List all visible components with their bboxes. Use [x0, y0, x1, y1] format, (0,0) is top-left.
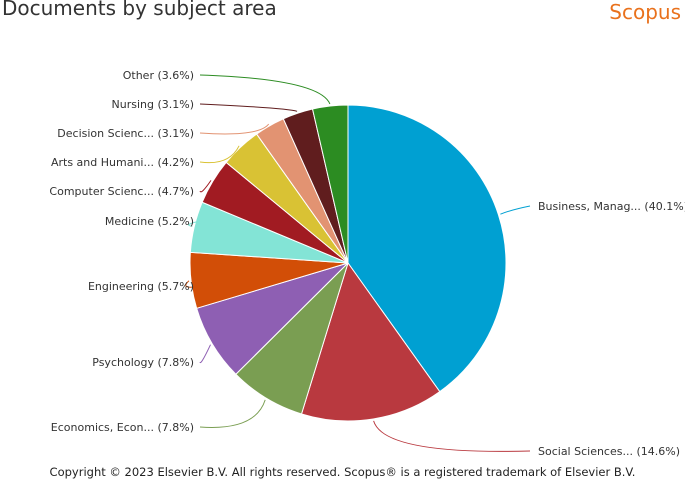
slice-label-business-manag: Business, Manag... (40.1%) [538, 200, 685, 213]
copyright-footer: Copyright © 2023 Elsevier B.V. All right… [49, 465, 636, 479]
scopus-logo[interactable]: Scopus [609, 0, 681, 24]
slice-label-decision-scienc: Decision Scienc... (3.1%) [57, 127, 194, 140]
leader-line-nursing [199, 103, 298, 112]
leader-line-social-sciences [373, 420, 531, 452]
pie-slice-other[interactable] [311, 104, 349, 264]
slice-label-psychology: Psychology (7.8%) [92, 356, 194, 369]
pie-slices [189, 104, 507, 422]
leader-line-other [199, 74, 331, 105]
slice-label-nursing: Nursing (3.1%) [112, 98, 195, 111]
pie-chart: Business, Manag... (40.1%) Social Science… [49, 69, 685, 458]
leader-line-engineering [185, 280, 201, 288]
slice-label-other: Other (3.6%) [123, 69, 194, 82]
slice-label-computer-scienc: Computer Scienc... (4.7%) [49, 185, 194, 198]
leader-line-economics-econ [199, 399, 266, 428]
chart-title: Documents by subject area [2, 0, 277, 20]
leader-line-medicine [188, 220, 201, 227]
leader-line-computer-scienc [199, 180, 212, 193]
slice-label-social-sciences: Social Sciences... (14.6%) [538, 445, 680, 458]
slice-label-economics-econ: Economics, Econ... (7.8%) [51, 421, 194, 434]
leader-line-psychology [199, 344, 211, 364]
slice-label-medicine: Medicine (5.2%) [105, 215, 194, 228]
pie-labels: Business, Manag... (40.1%) Social Science… [49, 69, 685, 458]
pie-slice-business-manag[interactable] [347, 104, 507, 393]
leader-line-decision-scienc [199, 123, 270, 135]
slice-label-engineering: Engineering (5.7%) [88, 280, 194, 293]
slice-label-arts-and-humani: Arts and Humani... (4.2%) [51, 156, 194, 169]
pie-leader-lines [185, 74, 531, 452]
leader-line-arts-and-humani [199, 145, 240, 164]
leader-line-business-manag [500, 205, 531, 215]
